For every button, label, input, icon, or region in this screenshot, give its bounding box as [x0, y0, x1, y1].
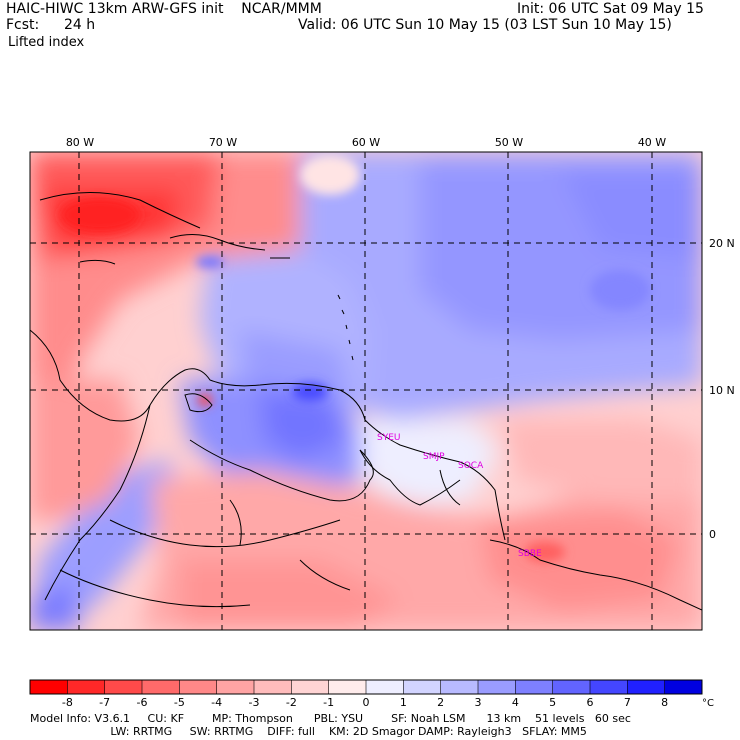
colorbar-swatch	[291, 680, 330, 694]
colorbar-tick-label: 8	[661, 696, 668, 709]
colorbar: -8 -7 -6 -5 -4 -3 -2 -1 0 1 2 3 4 5 6 7 8 °C	[29, 679, 714, 709]
colorbar-swatch	[552, 680, 591, 694]
colorbar-tick-label: 3	[475, 696, 482, 709]
colorbar-swatch	[30, 680, 68, 694]
colorbar-tick-label: -1	[323, 696, 334, 709]
lat-label-0: 0	[709, 528, 716, 541]
colorbar-tick-label: 0	[363, 696, 370, 709]
colorbar-swatch	[590, 680, 628, 694]
lon-label-60w: 60 W	[352, 136, 380, 149]
colorbar-tick-label: -5	[174, 696, 185, 709]
colorbar-swatch	[216, 680, 255, 694]
colorbar-swatch	[104, 680, 143, 694]
field-shading	[30, 152, 702, 630]
colorbar-swatch	[478, 680, 516, 694]
colorbar-swatch	[627, 680, 666, 694]
colorbar-swatch	[664, 680, 703, 694]
field-name: Lifted index	[8, 35, 85, 50]
station-syeu: SYEU	[377, 433, 400, 443]
colorbar-swatch	[254, 680, 292, 694]
colorbar-tick-label: 4	[512, 696, 519, 709]
lat-label-10n: 10 N	[709, 384, 735, 397]
colorbar-tick-label: 6	[587, 696, 594, 709]
colorbar-tick-label: -4	[211, 696, 222, 709]
colorbar-tick-label: -3	[249, 696, 260, 709]
colorbar-tick-label: -7	[99, 696, 110, 709]
station-labels: SYEU SMJP SOCA SBBE	[377, 433, 542, 559]
map-frame	[29, 151, 703, 631]
colorbar-tick-label: -8	[62, 696, 73, 709]
lon-label-40w: 40 W	[638, 136, 666, 149]
colorbar-tick-label: 1	[400, 696, 407, 709]
model-info-line2: LW: RRTMG SW: RRTMG DIFF: full KM: 2D Sm…	[30, 725, 587, 738]
colorbar-swatch	[142, 680, 180, 694]
colorbar-tick-label: 7	[624, 696, 631, 709]
lon-label-50w: 50 W	[495, 136, 523, 149]
init-time: Init: 06 UTC Sat 09 May 15	[517, 1, 704, 17]
model-title: HAIC-HIWC 13km ARW-GFS init NCAR/MMM	[6, 1, 322, 17]
station-smjp: SMJP	[423, 452, 445, 462]
lon-label-80w: 80 W	[66, 136, 94, 149]
colorbar-swatch	[67, 680, 106, 694]
graticule	[30, 152, 702, 630]
model-info-line1: Model Info: V3.6.1 CU: KF MP: Thompson P…	[30, 712, 631, 725]
forecast-hour: 24 h	[64, 17, 96, 33]
colorbar-unit: °C	[702, 698, 714, 709]
latitude-labels: 20 N 10 N 0	[709, 237, 735, 541]
colorbar-swatch	[328, 680, 367, 694]
longitude-labels: 80 W 70 W 60 W 50 W 40 W	[66, 136, 666, 149]
colorbar-swatch	[179, 680, 218, 694]
station-sbbe: SBBE	[518, 549, 542, 559]
colorbar-tick-labels: -8 -7 -6 -5 -4 -3 -2 -1 0 1 2 3 4 5 6 7 8	[62, 680, 668, 709]
colorbar-swatch	[440, 680, 479, 694]
colorbar-tick-label: -2	[286, 696, 297, 709]
lat-label-20n: 20 N	[709, 237, 735, 250]
lon-label-70w: 70 W	[209, 136, 237, 149]
forecast-label: Fcst:	[6, 17, 40, 33]
station-soca: SOCA	[458, 461, 484, 471]
colorbar-swatches	[30, 680, 703, 694]
colorbar-tick-label: 5	[549, 696, 556, 709]
colorbar-swatch	[366, 680, 404, 694]
colorbar-swatch	[515, 680, 554, 694]
coastlines	[30, 192, 702, 611]
colorbar-tick-label: -6	[137, 696, 148, 709]
colorbar-swatch	[403, 680, 442, 694]
colorbar-tick-label: 2	[437, 696, 444, 709]
valid-time: Valid: 06 UTC Sun 10 May 15 (03 LST Sun …	[298, 17, 672, 33]
